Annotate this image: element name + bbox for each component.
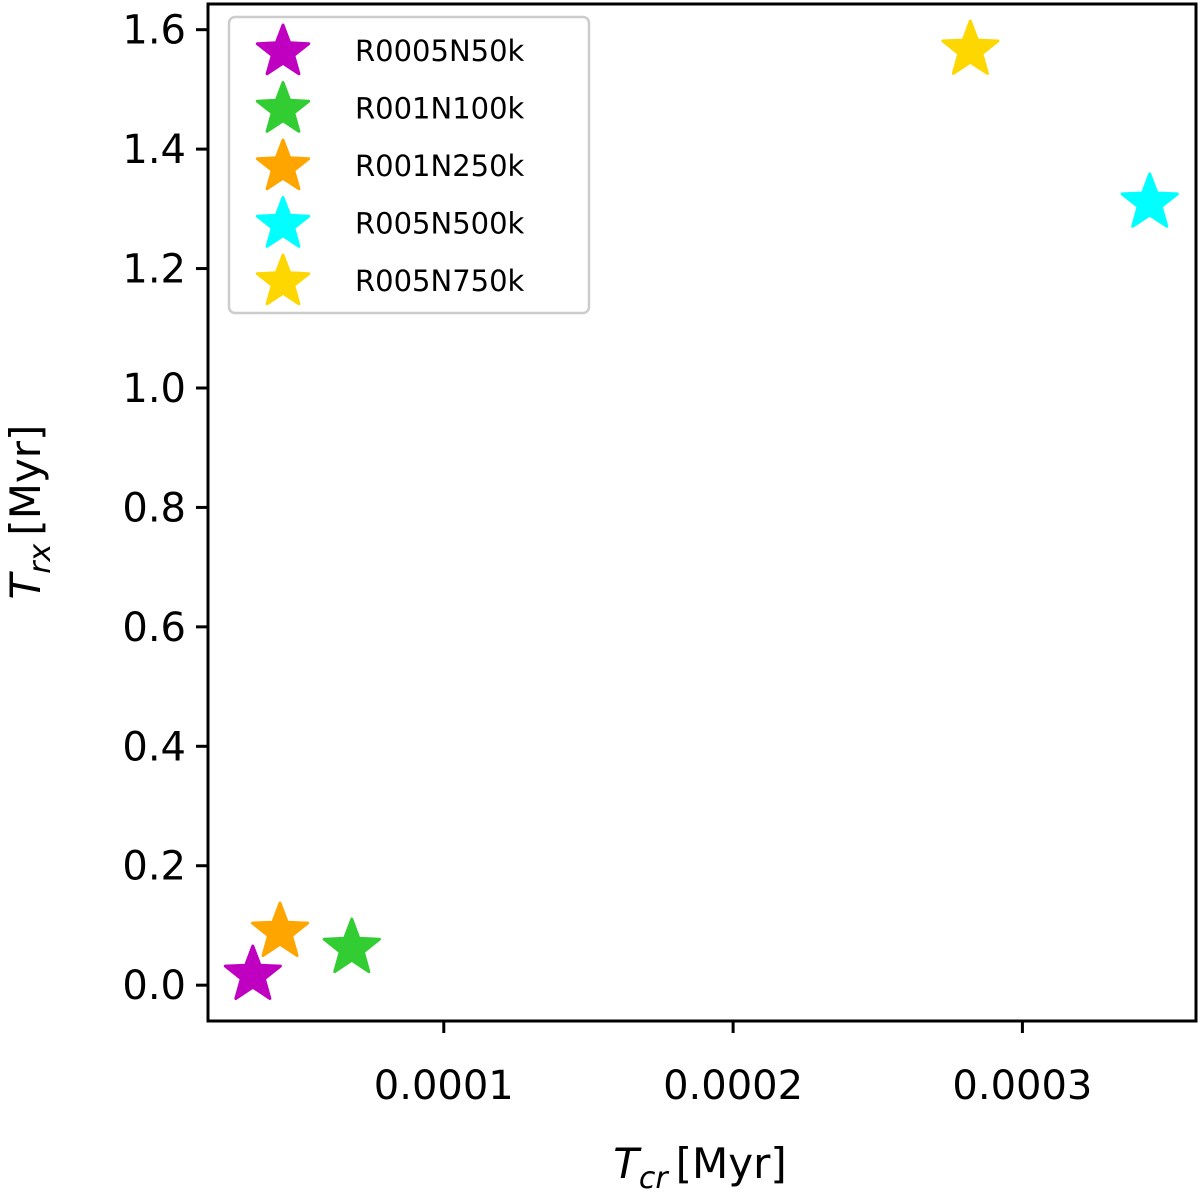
x-tick-label: 0.0003: [952, 1063, 1092, 1109]
data-points: [223, 19, 1179, 1000]
legend-star-icon: [255, 196, 311, 248]
y-tick-label: 1.6: [122, 8, 186, 54]
star-marker-R005N750k: [941, 19, 1000, 75]
y-tick-label: 0.2: [122, 844, 186, 890]
legend-star-icon: [255, 81, 311, 133]
y-tick-label: 0.0: [122, 963, 186, 1009]
y-tick-label: 0.8: [122, 485, 186, 531]
star-marker-R005N500k: [1120, 172, 1179, 228]
legend-label: R005N750k: [355, 264, 525, 298]
y-tick-label: 1.2: [122, 247, 186, 293]
legend-label: R0005N50k: [355, 34, 525, 68]
legend-label: R001N100k: [355, 92, 525, 126]
legend-label: R005N500k: [355, 207, 525, 241]
y-tick-label: 0.4: [122, 724, 186, 770]
star-marker-R001N250k: [251, 901, 310, 957]
star-marker-R0005N50k: [223, 944, 282, 1000]
legend-label: R001N250k: [355, 149, 525, 183]
star-marker-R001N100k: [322, 917, 381, 974]
x-axis-label: Tcr [Myr]: [613, 1139, 787, 1196]
x-tick-label: 0.0001: [374, 1063, 514, 1109]
legend-star-icon: [255, 138, 311, 191]
legend-star-icon: [255, 253, 311, 306]
legend: R0005N50k R001N100k R001N250k R005N500k R005…: [227, 15, 591, 315]
x-axis-ticks: 0.0001 0.0002 0.0003: [374, 1021, 1092, 1109]
y-axis-label: Trx[Myr]: [1, 425, 58, 600]
axes-frame: [206, 2, 1198, 1023]
y-axis-ticks: 0.0 0.2 0.4 0.6 0.8 1.0 1.2 1.4 1.6: [122, 8, 208, 1009]
y-tick-label: 0.6: [122, 605, 186, 651]
y-tick-label: 1.4: [122, 127, 186, 173]
y-tick-label: 1.0: [122, 366, 186, 412]
legend-star-icon: [255, 23, 311, 76]
x-tick-label: 0.0002: [663, 1063, 803, 1109]
legend-box: [227, 15, 591, 315]
